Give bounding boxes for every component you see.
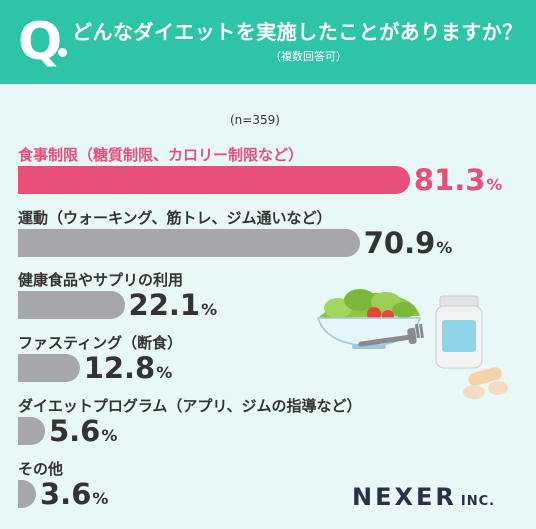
value-number: 81.3 xyxy=(413,163,486,197)
value-number: 3.6 xyxy=(40,477,92,511)
bar xyxy=(18,166,410,194)
category-label: 食事制限（糖質制限、カロリー制限など） xyxy=(18,146,304,164)
value-label: 22.1% xyxy=(129,290,218,325)
value-unit: % xyxy=(436,238,453,257)
bar xyxy=(18,480,36,508)
brand-logo: NEXER INC. xyxy=(352,483,495,511)
value-label: 5.6% xyxy=(49,416,117,451)
value-label: 81.3% xyxy=(414,165,503,200)
value-unit: % xyxy=(156,363,173,382)
value-number: 22.1 xyxy=(128,288,201,322)
value-unit: % xyxy=(201,300,218,319)
bar xyxy=(18,417,45,445)
value-unit: % xyxy=(486,175,503,194)
category-label: ファスティング（断食） xyxy=(18,334,183,352)
value-label: 12.8% xyxy=(84,353,173,388)
value-number: 5.6 xyxy=(48,414,101,448)
sample-size-label: (n=359) xyxy=(230,113,280,127)
value-number: 70.9 xyxy=(363,226,436,260)
supplement-pills-icon xyxy=(463,367,508,399)
value-label: 3.6% xyxy=(40,479,108,514)
value-unit: % xyxy=(92,489,109,508)
salad-bowl-icon xyxy=(316,289,422,349)
category-label: ダイエットプログラム（アプリ、ジムの指導など） xyxy=(18,397,362,415)
category-label: 運動（ウォーキング、筋トレ、ジム通いなど） xyxy=(18,209,332,227)
bar xyxy=(18,229,360,257)
q-letter: Q xyxy=(18,12,63,72)
bar xyxy=(18,291,125,319)
value-label: 70.9% xyxy=(364,228,453,263)
salad-supplement-illustration xyxy=(316,289,508,399)
question-subtitle: （複数回答可） xyxy=(270,50,347,63)
question-title: どんなダイエットを実施したことがありますか？ xyxy=(72,20,523,44)
brand-name: NEXER xyxy=(352,483,457,511)
supplement-bottle-icon xyxy=(435,295,483,369)
category-label: その他 xyxy=(18,460,64,478)
value-number: 12.8 xyxy=(83,351,156,385)
category-label: 健康食品やサプリの利用 xyxy=(18,271,184,289)
value-unit: % xyxy=(101,426,118,445)
brand-suffix: INC. xyxy=(460,494,496,509)
bar xyxy=(18,354,80,382)
question-header: Q どんなダイエットを実施したことがありますか？ （複数回答可） xyxy=(0,0,536,84)
fork-icon xyxy=(358,323,424,347)
q-dot xyxy=(58,48,67,57)
